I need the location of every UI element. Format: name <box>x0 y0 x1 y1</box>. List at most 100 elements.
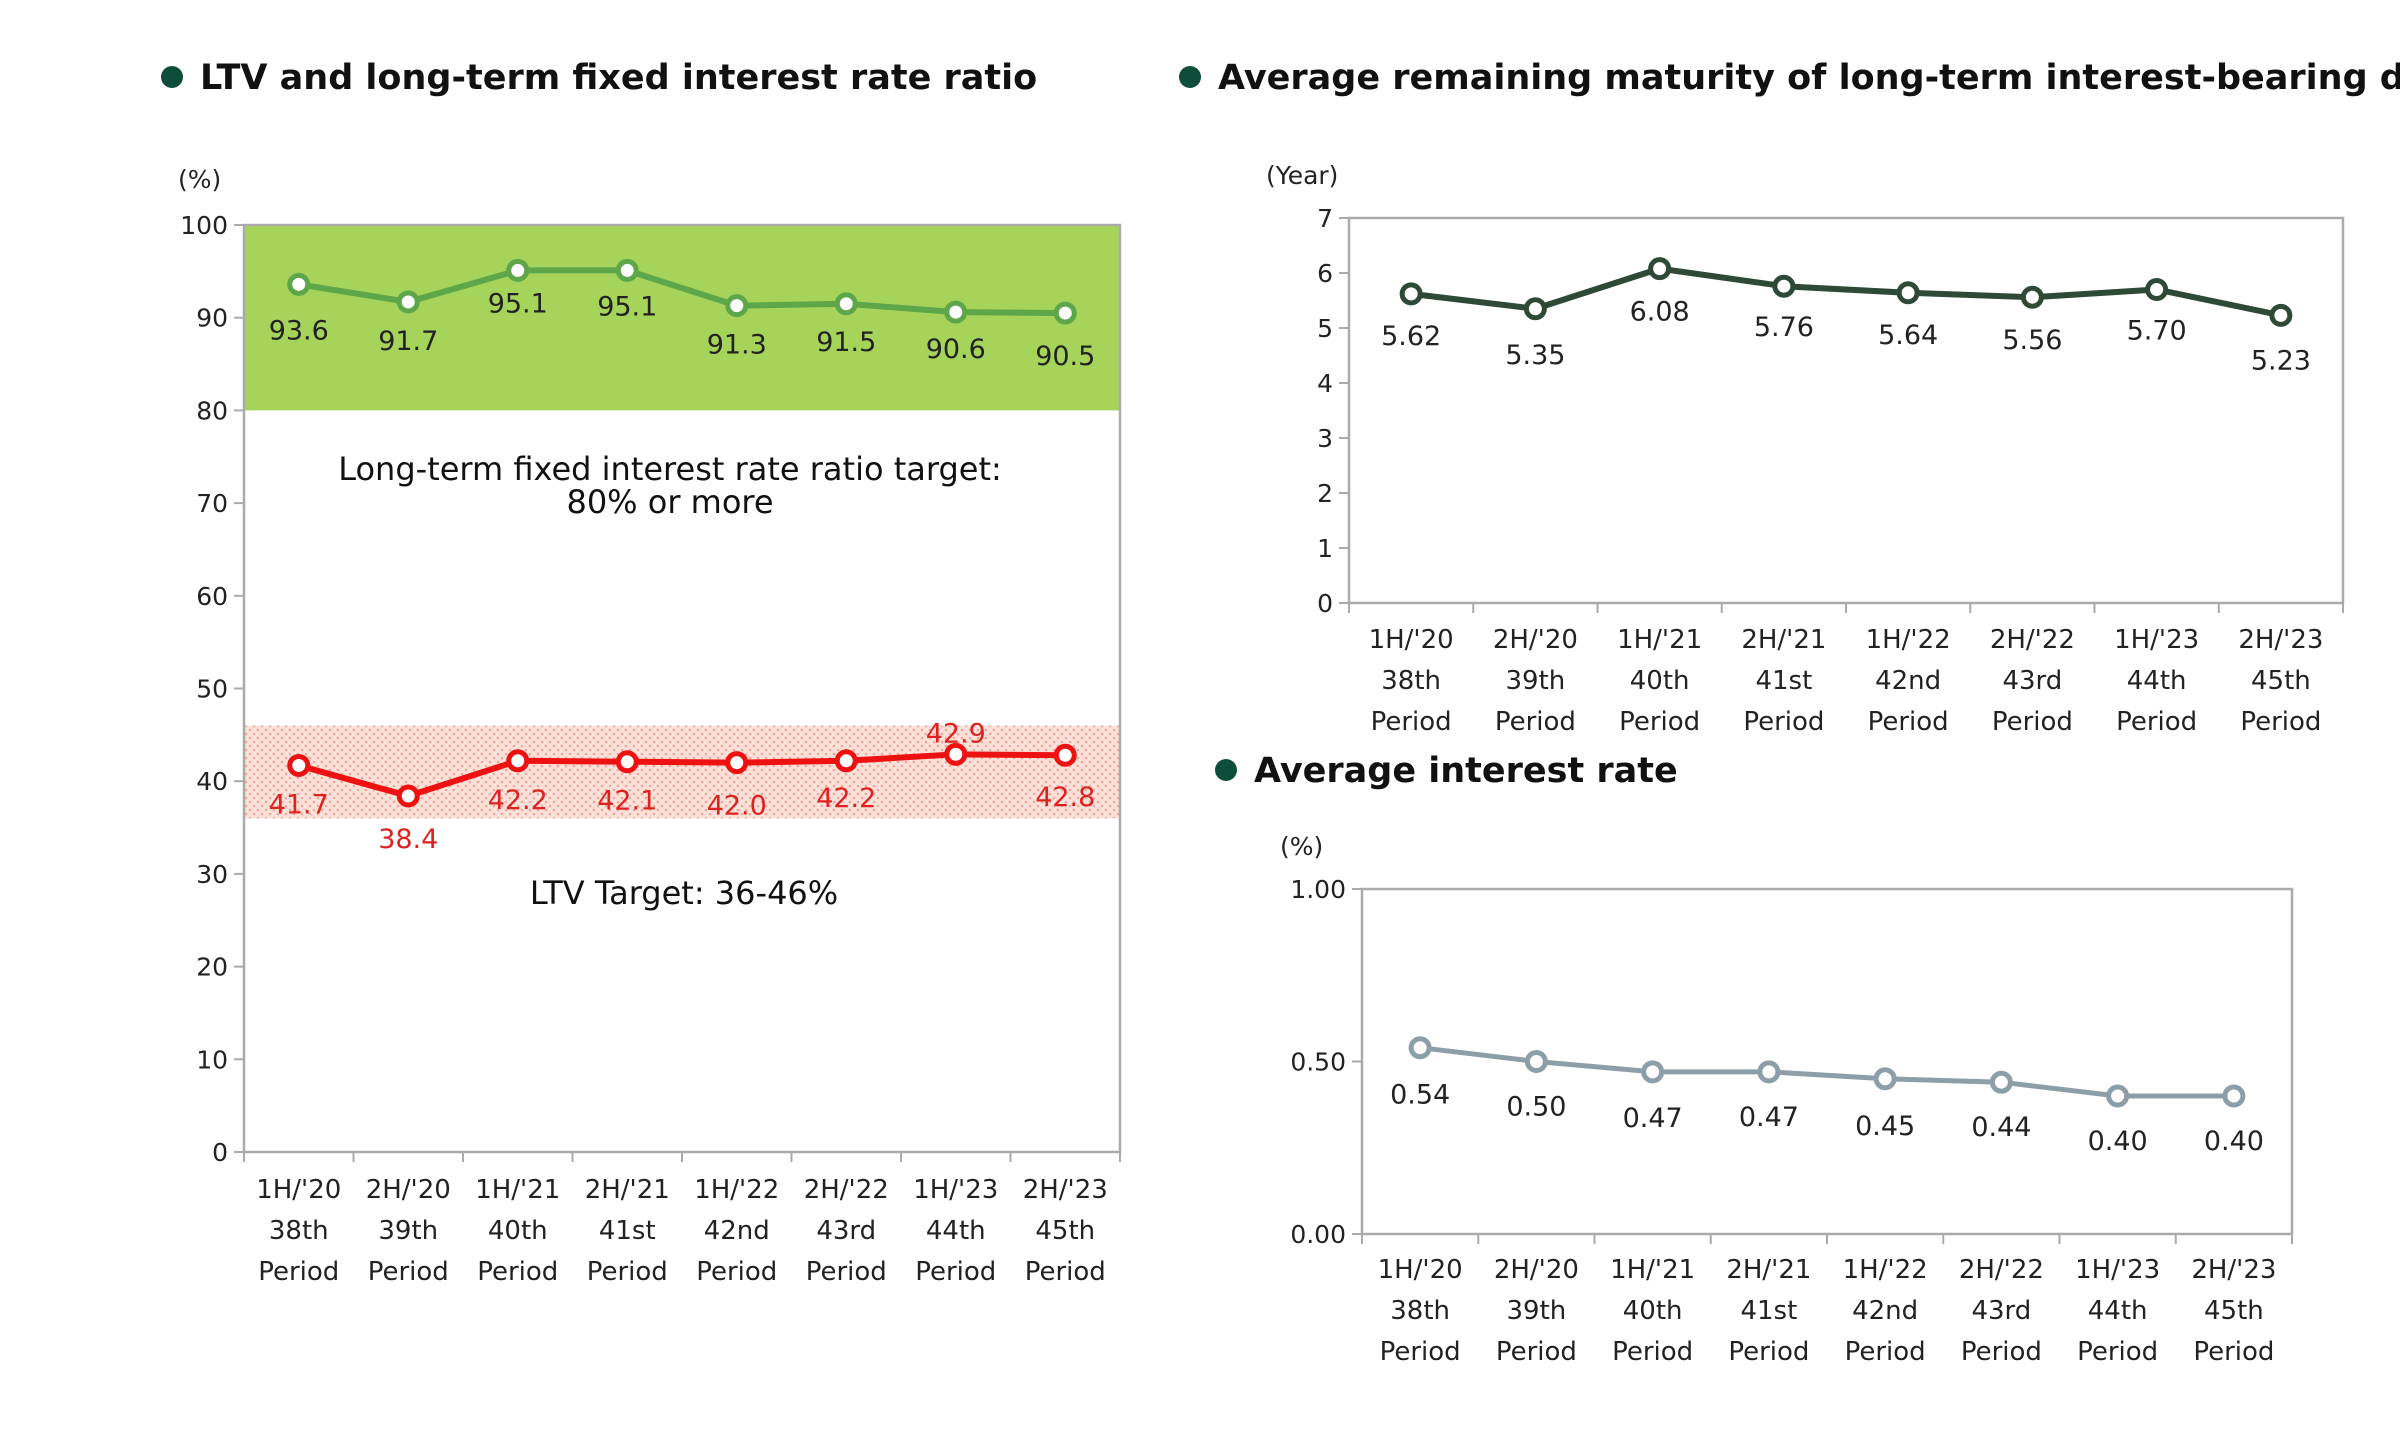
bullet-icon <box>1215 759 1237 781</box>
x-tick-label: 2H/'22 <box>1990 625 2075 655</box>
x-tick-label: Period <box>1612 1337 1693 1367</box>
x-tick-label: 39th <box>1506 1296 1566 1326</box>
x-tick-label: 2H/'23 <box>1023 1175 1108 1205</box>
x-tick-label: Period <box>1728 1337 1809 1367</box>
fixed-rate-ratio-data-label: 90.5 <box>1035 341 1095 372</box>
maturity-point <box>1896 281 1920 305</box>
maturity-data-label: 5.62 <box>1381 321 1441 352</box>
x-tick-label: 1H/'21 <box>1617 625 1702 655</box>
interest-rate-data-label: 0.47 <box>1623 1103 1683 1134</box>
y-tick-label: 70 <box>196 489 228 518</box>
x-tick-label: 1H/'21 <box>475 1175 560 1205</box>
x-tick-label: 1H/'22 <box>1843 1255 1928 1285</box>
x-tick-label: 42nd <box>704 1216 770 1246</box>
ltv-data-label: 42.2 <box>816 783 876 814</box>
x-tick-label: 1H/'22 <box>1866 625 1951 655</box>
ratio-target-annotation-line1: Long-term fixed interest rate ratio targ… <box>338 450 1002 488</box>
interest-rate-data-label: 0.44 <box>1971 1112 2031 1143</box>
y-tick-label: 100 <box>180 211 228 240</box>
x-tick-label: 2H/'20 <box>1494 1255 1579 1285</box>
x-tick-label: Period <box>2240 707 2321 737</box>
y-tick-label: 4 <box>1317 369 1333 398</box>
x-tick-label: Period <box>1619 707 1700 737</box>
y-tick-label: 50 <box>196 675 228 704</box>
y-tick-label: 10 <box>196 1045 228 1074</box>
x-tick-label: 40th <box>1630 666 1690 696</box>
fixed-rate-ratio-data-label: 90.6 <box>926 334 986 365</box>
unit-label-ltv: (%) <box>178 165 221 194</box>
x-tick-label: 39th <box>378 1216 438 1246</box>
x-tick-label: 1H/'20 <box>256 1175 341 1205</box>
chart-title-ltv: LTV and long-term fixed interest rate ra… <box>200 58 1037 98</box>
fixed-rate-ratio-data-label: 91.5 <box>816 327 876 358</box>
y-tick-label: 0.00 <box>1290 1220 1346 1249</box>
interest-rate-data-label: 0.54 <box>1390 1080 1450 1111</box>
x-tick-label: 2H/'22 <box>1959 1255 2044 1285</box>
x-tick-label: 2H/'20 <box>1493 625 1578 655</box>
y-tick-label: 80 <box>196 396 228 425</box>
y-tick-label: 90 <box>196 304 228 333</box>
interest-rate-data-label: 0.47 <box>1739 1102 1799 1133</box>
maturity-point <box>1772 274 1796 298</box>
rate-chart: 0.00 0.50 1.00 1H/'20 38th Period 2H/'20 39th Pe… <box>1290 875 2294 1367</box>
ltv-point <box>396 784 420 808</box>
x-tick-label: 42nd <box>1875 666 1941 696</box>
x-tick-label: Period <box>1380 1337 1461 1367</box>
x-tick-label: 42nd <box>1852 1296 1918 1326</box>
maturity-point <box>2269 303 2293 327</box>
x-tick-label: Period <box>915 1257 996 1287</box>
plot-frame <box>1360 887 2294 1236</box>
ratio-target-annotation-line2: 80% or more <box>566 483 773 521</box>
fixed-rate-ratio-point <box>396 290 420 314</box>
x-tick-label: 38th <box>1381 666 1441 696</box>
x-tick-label: 2H/'21 <box>585 1175 670 1205</box>
y-tick-label: 7 <box>1317 204 1333 233</box>
maturity-point <box>1648 257 1672 281</box>
fixed-rate-ratio-point <box>506 258 530 282</box>
maturity-point <box>1399 282 1423 306</box>
x-tick-label: 40th <box>1623 1296 1683 1326</box>
interest-rate-data-label: 0.40 <box>2204 1126 2264 1157</box>
chart-title-maturity: Average remaining maturity of long-term … <box>1218 58 2400 98</box>
x-tick-label: 38th <box>1390 1296 1450 1326</box>
x-tick-label: 2H/'21 <box>1726 1255 1811 1285</box>
ltv-target-annotation: LTV Target: 36-46% <box>530 874 838 912</box>
fixed-rate-ratio-line <box>298 267 1066 317</box>
x-tick-label: 45th <box>2251 666 2311 696</box>
x-tick-label: Period <box>477 1257 558 1287</box>
x-tick-label: Period <box>1743 707 1824 737</box>
y-tick-label: 0.50 <box>1290 1048 1346 1077</box>
x-tick-label: Period <box>2193 1337 2274 1367</box>
maturity-data-label: 5.76 <box>1754 312 1814 343</box>
ratio-target-band <box>244 225 1120 411</box>
fixed-rate-ratio-data-label: 91.3 <box>707 330 767 361</box>
x-tick-label: Period <box>258 1257 339 1287</box>
x-tick-label: 1H/'21 <box>1610 1255 1695 1285</box>
x-tick-label: 2H/'21 <box>1741 625 1826 655</box>
ltv-data-label: 38.4 <box>378 824 438 855</box>
bullet-icon <box>1179 66 1201 88</box>
ltv-data-label: 42.9 <box>926 718 986 749</box>
x-tick-label: 44th <box>2127 666 2187 696</box>
ltv-point <box>834 749 858 773</box>
x-tick-label: Period <box>368 1257 449 1287</box>
maturity-data-label: 5.70 <box>2127 316 2187 347</box>
ltv-point <box>506 749 530 773</box>
x-tick-label: 40th <box>488 1216 548 1246</box>
x-tick-label: Period <box>2116 707 2197 737</box>
maturity-chart: 0 1 2 3 4 5 6 7 1H/'20 38th Period 2H/'20 39th Period… <box>1317 204 2345 737</box>
ltv-point <box>944 742 968 766</box>
ltv-point <box>725 751 749 775</box>
x-tick-label: Period <box>1496 1337 1577 1367</box>
interest-rate-point <box>1873 1067 1897 1091</box>
x-tick-label: 2H/'22 <box>804 1175 889 1205</box>
x-tick-label: 2H/'23 <box>2238 625 2323 655</box>
y-tick-label: 20 <box>196 953 228 982</box>
fixed-rate-ratio-point <box>725 294 749 318</box>
maturity-data-label: 5.56 <box>2002 325 2062 356</box>
interest-rate-data-label: 0.50 <box>1506 1092 1566 1123</box>
y-tick-label: 3 <box>1317 424 1333 453</box>
x-tick-label: 41st <box>1740 1296 1797 1326</box>
fixed-rate-ratio-point <box>1053 301 1077 325</box>
